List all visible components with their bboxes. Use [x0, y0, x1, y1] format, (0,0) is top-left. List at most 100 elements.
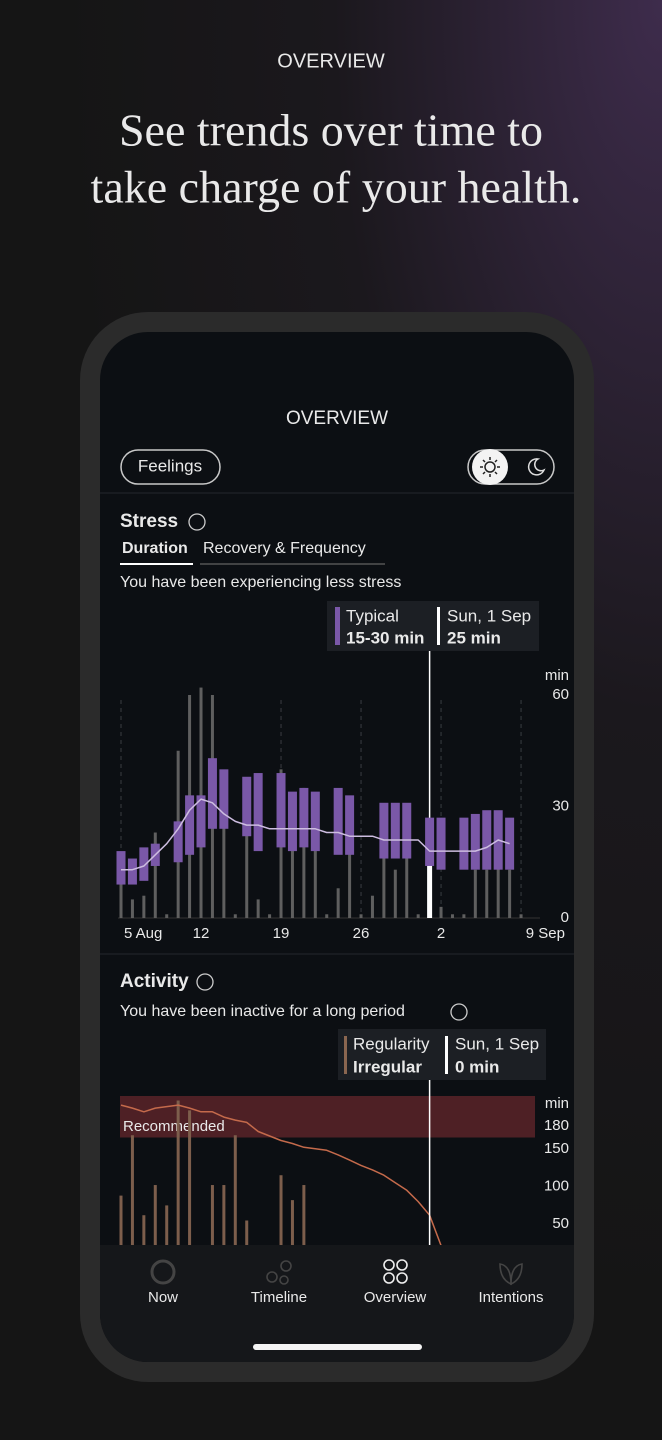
range-box: [402, 802, 412, 859]
y-tick-label: 30: [552, 797, 569, 814]
info-icon[interactable]: [450, 1003, 468, 1021]
activity-chart: min 180 150 100 50 Recommended: [119, 1080, 569, 1245]
stress-chart: min 0 30 60 5 Aug 12 19 26 2 9 Sep: [116, 651, 569, 942]
tooltip: [327, 601, 539, 651]
y-tick-label: 150: [544, 1140, 569, 1157]
range-box: [425, 817, 435, 866]
tab-active[interactable]: Duration: [122, 540, 188, 557]
daily-total: [165, 914, 169, 918]
range-box: [139, 847, 149, 881]
y-unit: min: [545, 667, 569, 684]
tooltip-swatch: [445, 1036, 448, 1074]
daily-total: [256, 899, 260, 918]
daily-total: [508, 869, 512, 918]
nav-icon[interactable]: [150, 1259, 176, 1285]
daily-total: [153, 832, 157, 918]
x-tick-label: 26: [353, 925, 370, 942]
tooltip-label: Typical: [346, 606, 399, 625]
range-box: [287, 791, 297, 852]
y-unit: min: [545, 1095, 569, 1112]
trend-line: [121, 798, 510, 871]
theme-toggle[interactable]: [467, 449, 555, 485]
bar: [153, 1185, 157, 1245]
daily-total: [416, 914, 420, 918]
tooltip: [338, 1029, 546, 1080]
tab[interactable]: Recovery & Frequency: [203, 540, 366, 557]
bar: [222, 1185, 226, 1245]
range-box: [390, 802, 400, 859]
range-box: [482, 810, 492, 870]
bar: [176, 1100, 180, 1245]
range-box: [207, 758, 217, 829]
feelings-button[interactable]: [120, 449, 221, 485]
range-box: [379, 802, 389, 859]
band-label: Recommended: [123, 1118, 225, 1135]
bar: [210, 1185, 214, 1245]
daily-total: [130, 899, 134, 918]
daily-total: [462, 914, 466, 918]
daily-total: [382, 843, 386, 918]
y-tick-label: 0: [561, 909, 569, 926]
daily-total: [359, 914, 363, 918]
tooltip-date-value: 25 min: [447, 628, 501, 647]
nav-label[interactable]: Intentions: [478, 1289, 543, 1306]
y-tick-label: 60: [552, 686, 569, 703]
bar: [290, 1200, 294, 1245]
range-box: [436, 817, 446, 870]
nav-icon[interactable]: [266, 1260, 292, 1285]
nav-bar: [100, 1245, 574, 1362]
screen: OVERVIEW Feelings Stress Duration Recove…: [100, 332, 574, 1362]
range-box: [470, 813, 480, 870]
daily-total: [325, 914, 329, 918]
nav-label[interactable]: Timeline: [251, 1289, 307, 1306]
activity-message: You have been inactive for a long period: [120, 1003, 405, 1020]
moon-icon[interactable]: [527, 458, 546, 476]
plot: Recommended: [119, 1096, 535, 1245]
range-box: [127, 858, 137, 885]
daily-total: [233, 914, 237, 918]
range-box: [459, 817, 469, 870]
daily-total: [336, 888, 340, 918]
daily-total: [302, 787, 306, 918]
bar: [165, 1205, 169, 1245]
daily-total: [519, 914, 523, 918]
feelings-label[interactable]: Feelings: [138, 456, 202, 475]
app-title: OVERVIEW: [286, 408, 388, 429]
daily-total: [142, 895, 146, 918]
daily-total: [485, 869, 489, 918]
tooltip-date: Sun, 1 Sep: [447, 606, 531, 625]
range-box: [299, 787, 309, 848]
stress-title: Stress: [120, 511, 178, 532]
daily-total: [268, 914, 272, 918]
daily-total: [222, 821, 226, 918]
nav: Now Timeline Overview Intentions: [148, 1289, 544, 1306]
activity-title: Activity: [120, 971, 189, 992]
headline: take charge of your health.: [91, 162, 582, 213]
tooltip-swatch: [437, 607, 440, 645]
daily-total: [450, 914, 454, 918]
bar: [130, 1135, 134, 1245]
bar: [188, 1110, 192, 1245]
daily-total: [393, 869, 397, 918]
nav-label[interactable]: Overview: [364, 1289, 427, 1306]
bar: [245, 1220, 249, 1245]
daily-total: [348, 851, 352, 918]
trend-line: [120, 1104, 442, 1245]
nav-icon[interactable]: [383, 1259, 408, 1284]
light-mode[interactable]: [472, 449, 508, 485]
nav-icon[interactable]: [499, 1263, 523, 1286]
range-box: [116, 851, 126, 885]
headline: See trends over time to: [119, 105, 543, 156]
info-icon[interactable]: [188, 513, 206, 531]
daily-total: [473, 869, 477, 918]
eyebrow: OVERVIEW: [277, 50, 385, 72]
tooltip-swatch: [335, 607, 340, 645]
bar: [302, 1185, 306, 1245]
info-icon[interactable]: [196, 973, 214, 991]
x-tick-label: 5 Aug: [124, 925, 162, 942]
daily-total: [405, 806, 409, 918]
tooltip-date-value: 0 min: [455, 1057, 499, 1076]
x-tick-label: 2: [437, 925, 445, 942]
nav-label[interactable]: Now: [148, 1289, 178, 1306]
